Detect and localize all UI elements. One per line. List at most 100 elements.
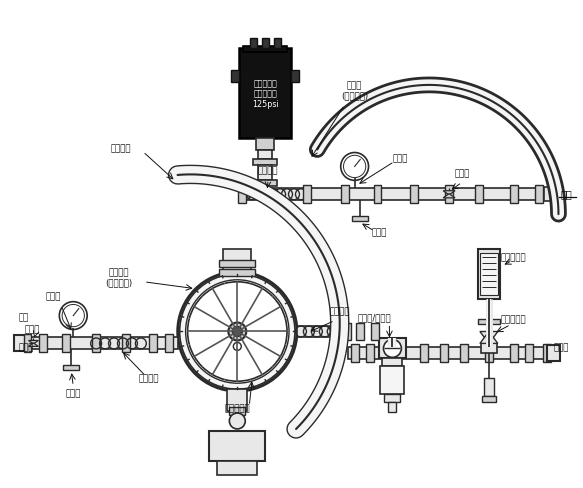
Bar [378, 339, 406, 359]
Circle shape [384, 340, 401, 358]
Text: 空气截流阀: 空气截流阀 [501, 314, 526, 324]
Bar [335, 323, 343, 341]
Bar [13, 338, 178, 350]
Bar [543, 345, 550, 363]
Text: 进气管路: 进气管路 [111, 144, 131, 153]
Text: 压力表: 压力表 [45, 292, 61, 301]
Polygon shape [443, 194, 455, 199]
Bar [40, 335, 47, 353]
Text: 排水口: 排水口 [372, 227, 387, 237]
Bar [240, 189, 553, 201]
Bar [445, 186, 453, 204]
Bar [291, 71, 299, 83]
Text: 排放: 排放 [560, 189, 572, 199]
Bar [219, 269, 255, 276]
Bar [223, 249, 251, 274]
Bar [243, 47, 287, 53]
Text: 管接头
(式样可选): 管接头 (式样可选) [341, 81, 368, 101]
Text: 阻尼器、压
力不可超过
125psi: 阻尼器、压 力不可超过 125psi [252, 79, 279, 108]
Bar [535, 186, 543, 204]
Bar [510, 186, 518, 204]
Bar [64, 366, 79, 370]
Bar [62, 335, 71, 353]
Bar [420, 345, 429, 363]
Bar [337, 326, 350, 338]
Bar [253, 160, 277, 166]
Circle shape [180, 274, 295, 389]
Circle shape [229, 323, 246, 341]
Bar [352, 217, 367, 222]
Bar [480, 253, 498, 295]
Bar [475, 186, 483, 204]
Bar [231, 71, 239, 83]
Polygon shape [29, 343, 38, 346]
Circle shape [340, 153, 368, 181]
Text: 软管连接: 软管连接 [329, 307, 350, 316]
Bar [381, 366, 405, 394]
Bar [149, 335, 157, 353]
Bar [485, 345, 493, 363]
Bar [23, 335, 31, 353]
Bar [484, 379, 494, 396]
Bar [238, 186, 246, 204]
Bar [356, 323, 364, 341]
Bar [460, 345, 468, 363]
Bar [13, 336, 27, 352]
Bar [165, 335, 173, 353]
Circle shape [233, 343, 241, 351]
Text: 软管连接: 软管连接 [139, 373, 159, 383]
Text: 吸入口: 吸入口 [19, 342, 34, 351]
Circle shape [178, 272, 297, 391]
Text: 排水口: 排水口 [65, 388, 81, 397]
Text: 进气口: 进气口 [553, 342, 569, 351]
Bar [478, 319, 500, 324]
Bar [229, 407, 245, 415]
Circle shape [185, 280, 289, 384]
Bar [253, 181, 277, 187]
Bar [543, 188, 560, 202]
Bar [525, 345, 533, 363]
Bar [388, 402, 396, 412]
Polygon shape [480, 332, 498, 344]
Bar [440, 345, 448, 363]
Bar [384, 394, 401, 402]
Bar [258, 150, 272, 160]
Bar [239, 49, 291, 138]
Bar [478, 249, 500, 299]
Bar [510, 345, 518, 363]
Bar [250, 39, 257, 49]
Circle shape [62, 305, 85, 327]
Bar [374, 186, 381, 204]
Bar [273, 39, 280, 49]
Bar [217, 461, 257, 475]
Text: 过滤器/稳压器: 过滤器/稳压器 [357, 312, 391, 322]
Polygon shape [480, 332, 498, 344]
Text: 排气: 排气 [19, 312, 29, 322]
Text: 管道连接
(式样可选): 管道连接 (式样可选) [106, 267, 132, 287]
Bar [256, 138, 274, 150]
Polygon shape [443, 191, 455, 196]
Bar [258, 166, 272, 181]
Text: 空气干燥机: 空气干燥机 [501, 253, 526, 262]
Bar [303, 186, 311, 204]
Bar [227, 389, 247, 411]
Text: 截流阀: 截流阀 [454, 169, 470, 178]
Text: 气动隔膜泵: 气动隔膜泵 [224, 403, 250, 412]
Circle shape [229, 413, 245, 429]
Bar [347, 347, 559, 360]
Bar [410, 186, 418, 204]
Bar [371, 323, 378, 341]
Bar [209, 431, 265, 461]
Bar [340, 186, 349, 204]
Text: 软管连接: 软管连接 [258, 166, 279, 175]
Bar [92, 335, 100, 353]
Circle shape [59, 302, 87, 330]
Text: 截流阀: 截流阀 [24, 325, 40, 333]
Bar [343, 323, 350, 341]
Circle shape [233, 327, 243, 337]
Bar [262, 39, 269, 49]
Bar [122, 335, 130, 353]
Bar [219, 261, 255, 267]
Bar [481, 344, 497, 354]
Bar [482, 396, 496, 402]
